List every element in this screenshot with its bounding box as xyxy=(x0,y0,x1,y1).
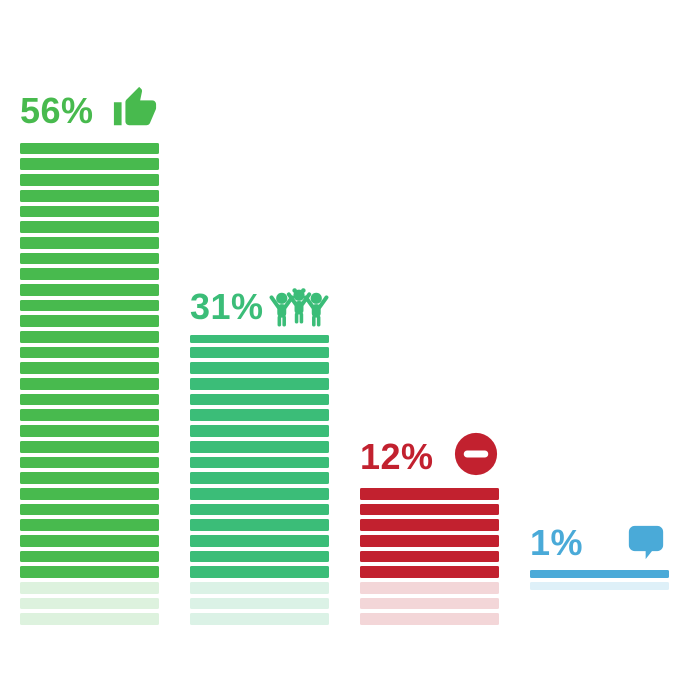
bar-stripe xyxy=(530,570,669,578)
bar-stripe xyxy=(190,550,329,563)
bar-value-label: 56% xyxy=(20,90,94,132)
bar-stripe xyxy=(190,566,329,578)
bar-stripe xyxy=(360,487,499,500)
reflection-stripe xyxy=(20,582,159,594)
bar-stripe xyxy=(20,440,159,453)
bar-stripe xyxy=(190,409,329,422)
bar-stripe xyxy=(190,425,329,437)
bar-reflection xyxy=(530,578,669,590)
bar-stripe xyxy=(360,566,499,578)
bar-stripe xyxy=(20,331,159,343)
bar-stripe xyxy=(190,378,329,390)
chat-bubble-icon xyxy=(623,521,669,563)
bar-stripe xyxy=(190,503,329,516)
bar-stripe xyxy=(190,487,329,500)
bar xyxy=(360,487,499,578)
reflection-stripe xyxy=(190,597,329,610)
bar-stripe xyxy=(20,487,159,500)
bar-stripe xyxy=(20,534,159,547)
bar-stripe xyxy=(20,393,159,406)
bar-stripe xyxy=(20,566,159,578)
bar-stripe xyxy=(20,550,159,563)
reflection-stripe xyxy=(360,582,499,594)
bar-stripe xyxy=(20,205,159,218)
reflection-stripe xyxy=(360,597,499,610)
bar-stripe xyxy=(360,534,499,547)
bar-reflection xyxy=(190,578,329,626)
bar-stripe xyxy=(190,346,329,359)
people-group-icon xyxy=(269,287,329,327)
bar-label-row: 1% xyxy=(530,515,669,563)
bar-stripe xyxy=(20,456,159,469)
bar-stripe xyxy=(20,299,159,312)
bar-stripe xyxy=(20,221,159,233)
reflection-stripe xyxy=(190,582,329,594)
bar-stripe xyxy=(190,456,329,469)
reflection-stripe xyxy=(20,613,159,626)
bar-stripe xyxy=(20,409,159,422)
bar-stripe xyxy=(190,534,329,547)
bar xyxy=(20,142,159,578)
bar-stripe xyxy=(190,519,329,531)
bar-stripe xyxy=(20,236,159,249)
bar-stripe xyxy=(360,503,499,516)
bar-stripe xyxy=(20,503,159,516)
bar-stripe xyxy=(190,334,329,343)
bar-stripe xyxy=(190,440,329,453)
bar-reflection xyxy=(360,578,499,626)
bar-stripe xyxy=(20,346,159,359)
bar-stripe xyxy=(20,425,159,437)
reflection-stripe xyxy=(530,582,669,590)
reflection-stripe xyxy=(190,613,329,626)
bar-stripe xyxy=(20,158,159,171)
bar-stripe xyxy=(20,142,159,155)
bar-value-label: 31% xyxy=(190,286,264,328)
bar-column: 12% xyxy=(360,0,499,690)
bar-stripe xyxy=(190,362,329,375)
bar-value-label: 1% xyxy=(530,522,584,564)
bar-column: 1% xyxy=(530,0,669,690)
bar-stripe xyxy=(190,472,329,484)
bar-stripe xyxy=(20,189,159,202)
bar xyxy=(190,334,329,578)
minus-circle-icon xyxy=(453,431,499,477)
bar-column: 31% xyxy=(190,0,329,690)
bar-label-row: 31% xyxy=(190,279,329,327)
bar-label-row: 12% xyxy=(360,429,499,477)
bar xyxy=(530,570,669,578)
bar-stripe xyxy=(20,519,159,531)
bar-stripe xyxy=(20,472,159,484)
bar-stripe xyxy=(360,519,499,531)
bar-stripe xyxy=(20,362,159,375)
bar-value-label: 12% xyxy=(360,435,434,477)
bar-label-row: 56% xyxy=(20,83,159,131)
reflection-stripe xyxy=(360,613,499,626)
reflection-stripe xyxy=(20,597,159,610)
bar-stripe xyxy=(360,550,499,563)
bar-stripe xyxy=(20,283,159,296)
bar-stripe xyxy=(20,252,159,265)
bar-stripe xyxy=(190,393,329,406)
bar-stripe xyxy=(20,378,159,390)
bar-reflection xyxy=(20,578,159,626)
bar-column: 56% xyxy=(20,0,159,690)
bar-stripe xyxy=(20,268,159,280)
bar-stripe xyxy=(20,174,159,186)
thumbs-up-icon xyxy=(111,85,159,131)
bar-stripe xyxy=(20,315,159,327)
